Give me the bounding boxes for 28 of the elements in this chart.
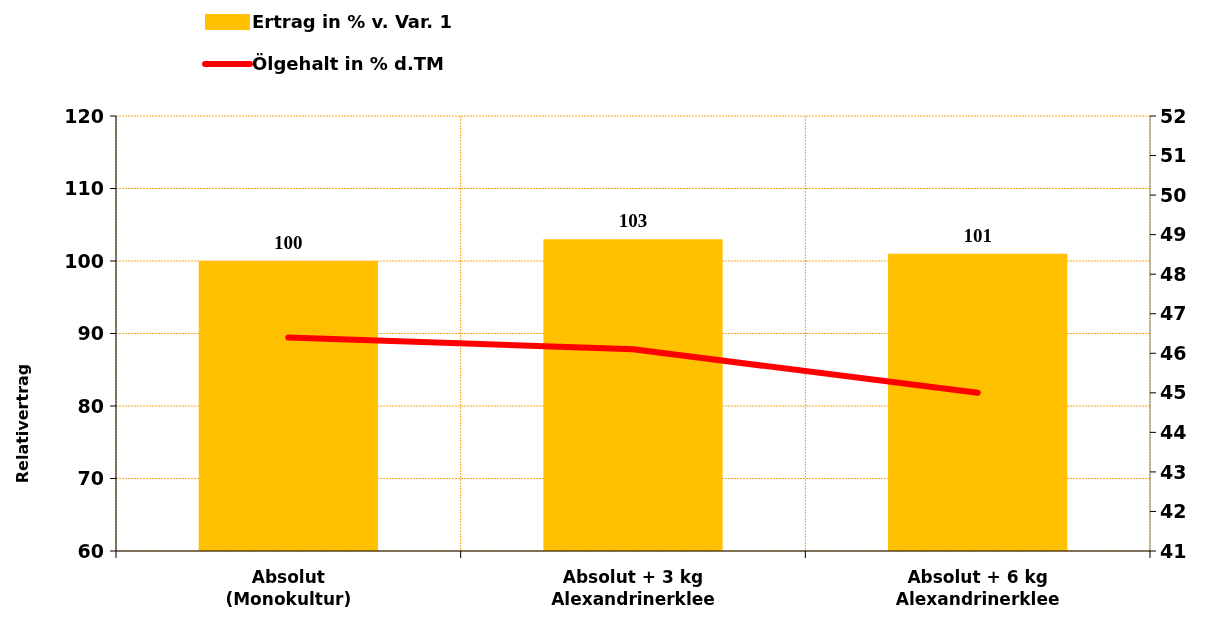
data-label: 101 bbox=[963, 224, 992, 246]
y2-tick-label: 47 bbox=[1160, 302, 1187, 325]
y-tick-label: 90 bbox=[77, 322, 104, 345]
x-tick-label: Absolut + 6 kg Alexandrinerklee bbox=[895, 567, 1060, 609]
y2-tick-label: 44 bbox=[1160, 421, 1187, 444]
y2-tick-label: 48 bbox=[1160, 262, 1187, 285]
y-tick-label: 120 bbox=[64, 104, 104, 127]
y-tick-label: 110 bbox=[64, 177, 104, 200]
x-tick-label: Absolut (Monokultur) bbox=[225, 567, 352, 609]
y-tick-label: 80 bbox=[77, 394, 104, 417]
y2-tick-label: 45 bbox=[1160, 381, 1187, 404]
data-label: 103 bbox=[618, 210, 648, 232]
y-axis-title: Relativertrag bbox=[13, 363, 32, 484]
legend-label: Ertrag in % v. Var. 1 bbox=[252, 11, 452, 33]
y2-tick-label: 51 bbox=[1160, 144, 1187, 167]
y2-tick-label: 41 bbox=[1160, 539, 1187, 562]
y-tick-label: 100 bbox=[64, 249, 104, 272]
y2-tick-label: 52 bbox=[1160, 104, 1187, 127]
x-tick-label: Absolut + 3 kg Alexandrinerklee bbox=[551, 567, 715, 609]
y2-tick-label: 42 bbox=[1160, 500, 1187, 523]
y2-tick-label: 49 bbox=[1160, 223, 1187, 246]
legend-label: Ölgehalt in % d.TM bbox=[252, 53, 445, 75]
data-label: 100 bbox=[274, 232, 303, 253]
y-tick-label: 70 bbox=[77, 467, 104, 490]
y2-tick-label: 46 bbox=[1160, 341, 1187, 364]
y2-tick-label: 43 bbox=[1160, 460, 1187, 483]
y2-tick-label: 50 bbox=[1160, 183, 1187, 206]
y-tick-label: 60 bbox=[77, 539, 104, 562]
